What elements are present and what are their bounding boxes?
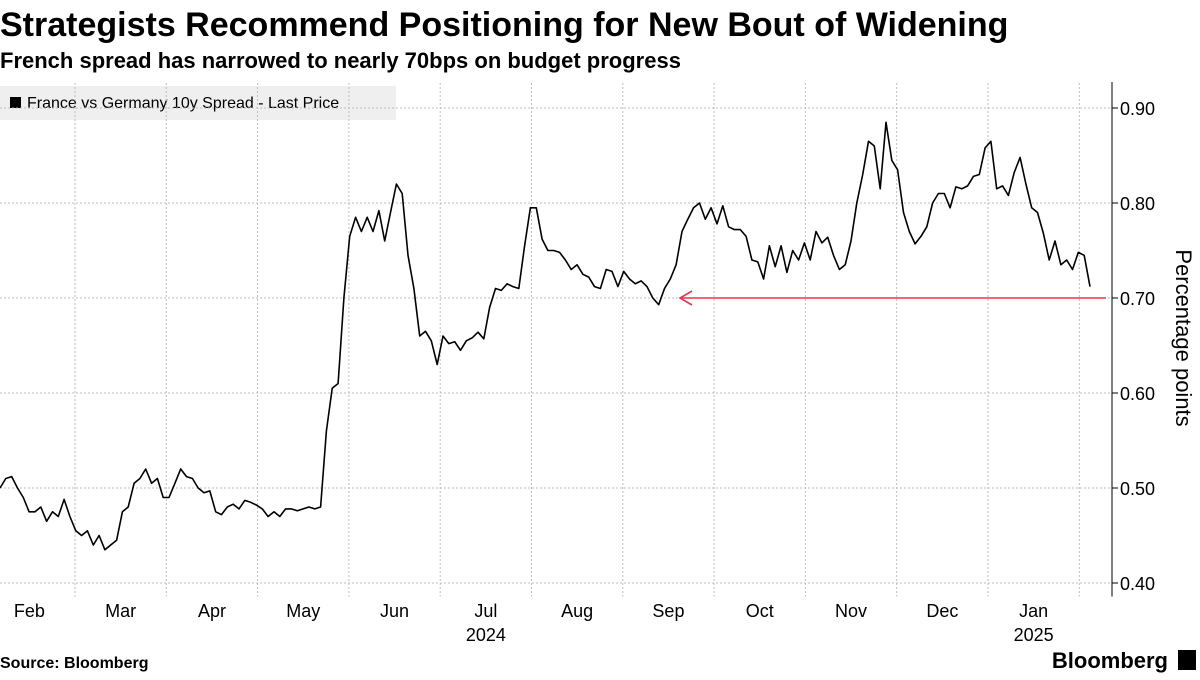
x-tick-label: Apr [198, 601, 226, 621]
brand-icon [1178, 650, 1196, 670]
x-tick-label: Jul [474, 601, 497, 621]
x-year-label: 2024 [466, 625, 506, 645]
x-tick-label: Aug [561, 601, 593, 621]
x-tick-label: Sep [652, 601, 684, 621]
x-tick-label: Mar [105, 601, 136, 621]
x-tick-label: Jun [380, 601, 409, 621]
y-tick-label: 0.50 [1120, 479, 1155, 499]
legend-label: France vs Germany 10y Spread - Last Pric… [27, 95, 339, 112]
chart-subtitle: French spread has narrowed to nearly 70b… [0, 48, 681, 73]
source: Source: Bloomberg [0, 655, 148, 672]
brand: Bloomberg [1052, 648, 1168, 673]
line-series [0, 121, 1091, 551]
x-tick-label: May [286, 601, 320, 621]
x-year-label: 2025 [1014, 625, 1054, 645]
y-tick-label: 0.90 [1120, 99, 1155, 119]
y-tick-label: 0.60 [1120, 384, 1155, 404]
legend-box [0, 86, 396, 120]
x-tick-label: Nov [835, 601, 867, 621]
y-axis-label: Percentage points [1171, 249, 1196, 426]
x-tick-label: Feb [14, 601, 45, 621]
chart-title: Strategists Recommend Positioning for Ne… [0, 6, 1008, 44]
x-tick-label: Jan [1019, 601, 1048, 621]
x-tick-label: Oct [746, 601, 774, 621]
x-tick-label: Dec [926, 601, 958, 621]
legend-swatch [10, 97, 21, 108]
annotation-arrowhead [678, 290, 693, 306]
y-tick-label: 0.70 [1120, 289, 1155, 309]
y-tick-label: 0.40 [1120, 574, 1155, 594]
y-tick-label: 0.80 [1120, 194, 1155, 214]
